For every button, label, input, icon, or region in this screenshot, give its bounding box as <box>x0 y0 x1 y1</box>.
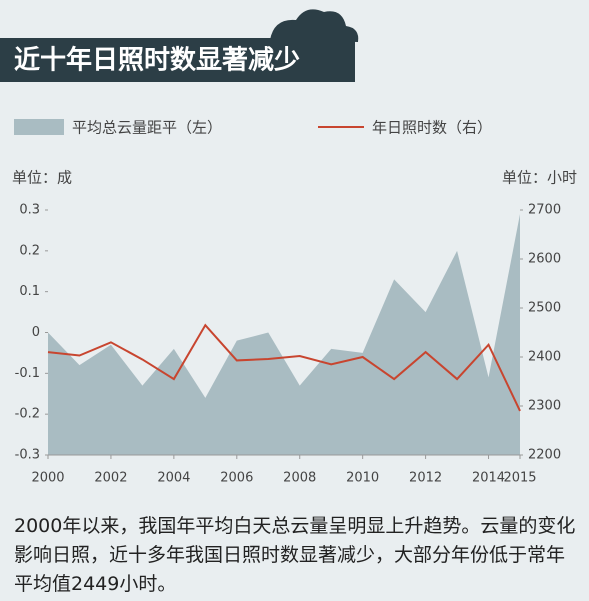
y-tick-label: 0.1 <box>19 284 40 299</box>
title-bar <box>0 38 355 82</box>
y-tick-label: -0.1 <box>15 366 40 381</box>
legend-label: 平均总云量距平（左） <box>72 119 222 137</box>
chart-title: 近十年日照时数显著减少 <box>14 45 300 76</box>
y2-tick-label: 2700 <box>528 203 561 218</box>
y2-tick-label: 2500 <box>528 301 561 316</box>
legend-swatch-area <box>14 119 64 135</box>
x-tick-label: 2002 <box>94 471 127 486</box>
x-tick-label: 2000 <box>31 471 64 486</box>
chart: 近十年日照时数显著减少 平均总云量距平（左） 年日照时数（右） 单位：成 单位：… <box>0 9 577 486</box>
x-tick-label: 2015 <box>503 471 536 486</box>
cloud-icon <box>270 9 359 43</box>
y2-tick-label: 2200 <box>528 448 561 463</box>
y-tick-label: -0.2 <box>15 407 40 422</box>
x-tick-label: 2004 <box>157 471 190 486</box>
x-tick-label: 2010 <box>346 471 379 486</box>
x-tick-label: 2012 <box>409 471 442 486</box>
x-tick-label: 2006 <box>220 471 253 486</box>
x-tick-label: 2014 <box>472 471 505 486</box>
legend-label: 年日照时数（右） <box>372 119 492 137</box>
y-axis-label: 单位：成 <box>12 169 72 187</box>
y-tick-label: 0.3 <box>19 203 40 218</box>
area <box>48 214 520 455</box>
x-tick-label: 2008 <box>283 471 316 486</box>
y2-tick-label: 2300 <box>528 399 561 414</box>
caption: 2000年以来，我国年平均白天总云量呈明显上升趋势。云量的变化影响日照，近十多年… <box>14 515 576 595</box>
y2-axis-label: 单位：小时 <box>502 169 577 187</box>
y-tick-label: -0.3 <box>15 448 40 463</box>
line <box>47 323 521 412</box>
y-tick-label: 0.2 <box>19 243 40 258</box>
y2-tick-label: 2600 <box>528 252 561 267</box>
y-tick-label: 0 <box>32 325 40 340</box>
y2-tick-label: 2400 <box>528 350 561 365</box>
